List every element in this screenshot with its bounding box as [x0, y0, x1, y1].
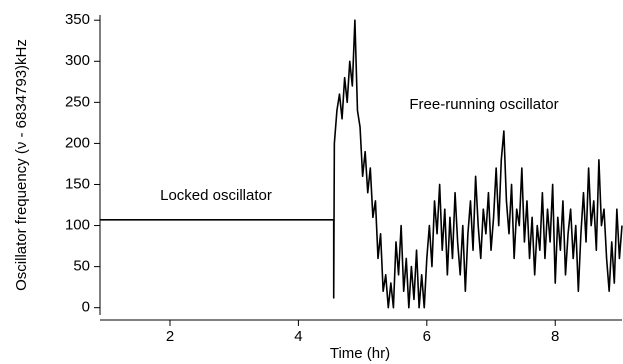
- y-tick-label: 0: [82, 299, 90, 316]
- y-tick-label: 50: [73, 258, 90, 275]
- y-tick-label: 100: [65, 217, 90, 234]
- y-tick-label: 200: [65, 134, 90, 151]
- y-tick-label: 300: [65, 52, 90, 69]
- x-tick-label: 2: [166, 328, 174, 345]
- x-tick-label: 4: [294, 328, 302, 345]
- x-tick-label: 8: [551, 328, 559, 345]
- y-axis-label: Oscillator frequency (ν - 6834793)kHz: [13, 39, 30, 291]
- x-axis-label: Time (hr): [330, 345, 390, 362]
- data-line: [100, 19, 623, 309]
- y-tick-label: 150: [65, 175, 90, 192]
- x-tick-label: 6: [423, 328, 431, 345]
- y-tick-label: 350: [65, 11, 90, 28]
- annotation: Free-running oscillator: [409, 96, 558, 113]
- y-tick-label: 250: [65, 93, 90, 110]
- annotation: Locked oscillator: [160, 187, 272, 204]
